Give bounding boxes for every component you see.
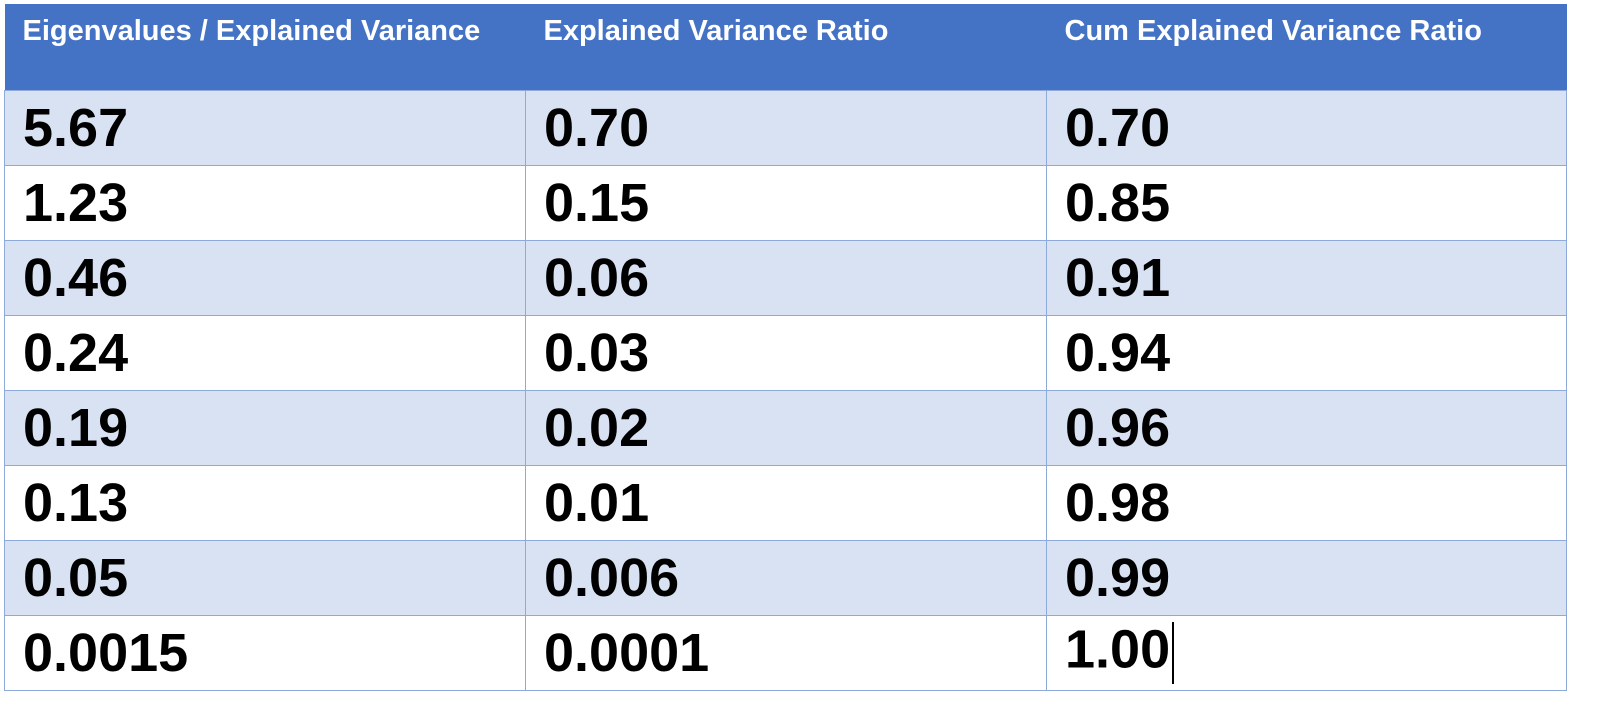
cell-eigenvalue[interactable]: 0.24 [4,314,526,391]
cell-cum-ratio-value: 1.00 [1065,618,1171,679]
table-row: 0.19 0.02 0.96 [4,389,1567,466]
table-row: 0.05 0.006 0.99 [4,539,1567,616]
cell-eigenvalue[interactable]: 1.23 [4,164,526,241]
cell-eigenvalue[interactable]: 0.05 [4,539,526,616]
cell-eigenvalue[interactable]: 0.19 [4,389,526,466]
cell-explained-ratio[interactable]: 0.006 [525,539,1047,616]
cell-cum-ratio-active[interactable]: 1.00 [1046,614,1567,691]
cell-explained-ratio[interactable]: 0.01 [525,464,1047,541]
cell-cum-ratio[interactable]: 0.85 [1046,164,1567,241]
table-row: 0.0015 0.0001 1.00 [4,614,1567,691]
table-row: 0.24 0.03 0.94 [4,314,1567,391]
table-body: 5.67 0.70 0.70 1.23 0.15 0.85 0.46 0.06 … [4,89,1567,691]
cell-explained-ratio[interactable]: 0.06 [525,239,1047,316]
header-cum-explained-variance-ratio[interactable]: Cum Explained Variance Ratio [1046,4,1567,91]
header-explained-variance-ratio[interactable]: Explained Variance Ratio [525,4,1047,91]
cell-cum-ratio[interactable]: 0.94 [1046,314,1567,391]
table-header: Eigenvalues / Explained Variance Explain… [4,4,1567,91]
cell-explained-ratio[interactable]: 0.70 [525,89,1047,166]
cell-cum-ratio[interactable]: 0.99 [1046,539,1567,616]
text-cursor [1172,621,1175,684]
cell-cum-ratio[interactable]: 0.98 [1046,464,1567,541]
table-row: 0.46 0.06 0.91 [4,239,1567,316]
cell-explained-ratio[interactable]: 0.15 [525,164,1047,241]
cell-eigenvalue[interactable]: 0.13 [4,464,526,541]
cell-eigenvalue[interactable]: 0.0015 [4,614,526,691]
cell-explained-ratio[interactable]: 0.03 [525,314,1047,391]
header-eigenvalues[interactable]: Eigenvalues / Explained Variance [4,4,526,91]
header-row: Eigenvalues / Explained Variance Explain… [4,4,1567,91]
cell-eigenvalue[interactable]: 5.67 [4,89,526,166]
table-row: 1.23 0.15 0.85 [4,164,1567,241]
table-row: 5.67 0.70 0.70 [4,89,1567,166]
variance-table: Eigenvalues / Explained Variance Explain… [4,4,1567,691]
table-row: 0.13 0.01 0.98 [4,464,1567,541]
cell-explained-ratio[interactable]: 0.0001 [525,614,1047,691]
cell-eigenvalue[interactable]: 0.46 [4,239,526,316]
cell-explained-ratio[interactable]: 0.02 [525,389,1047,466]
cell-cum-ratio[interactable]: 0.70 [1046,89,1567,166]
cell-cum-ratio[interactable]: 0.91 [1046,239,1567,316]
cell-cum-ratio[interactable]: 0.96 [1046,389,1567,466]
variance-table-container: Eigenvalues / Explained Variance Explain… [4,4,1567,696]
